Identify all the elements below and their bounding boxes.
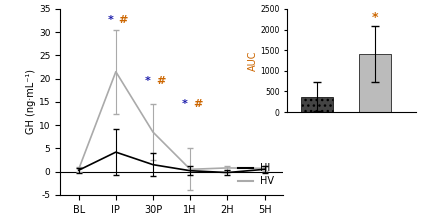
Text: *: *	[181, 99, 187, 109]
Text: #: #	[156, 76, 165, 86]
Legend: HI, HV: HI, HV	[234, 159, 278, 190]
Y-axis label: GH (ng·mL⁻¹): GH (ng·mL⁻¹)	[26, 69, 36, 134]
Text: *: *	[107, 15, 113, 25]
Bar	[301, 97, 333, 112]
Bar	[359, 54, 391, 112]
Text: *: *	[372, 11, 378, 24]
Text: *: *	[145, 76, 151, 86]
Text: #: #	[118, 15, 128, 25]
Y-axis label: AUC: AUC	[248, 50, 258, 71]
Text: #: #	[193, 99, 202, 109]
